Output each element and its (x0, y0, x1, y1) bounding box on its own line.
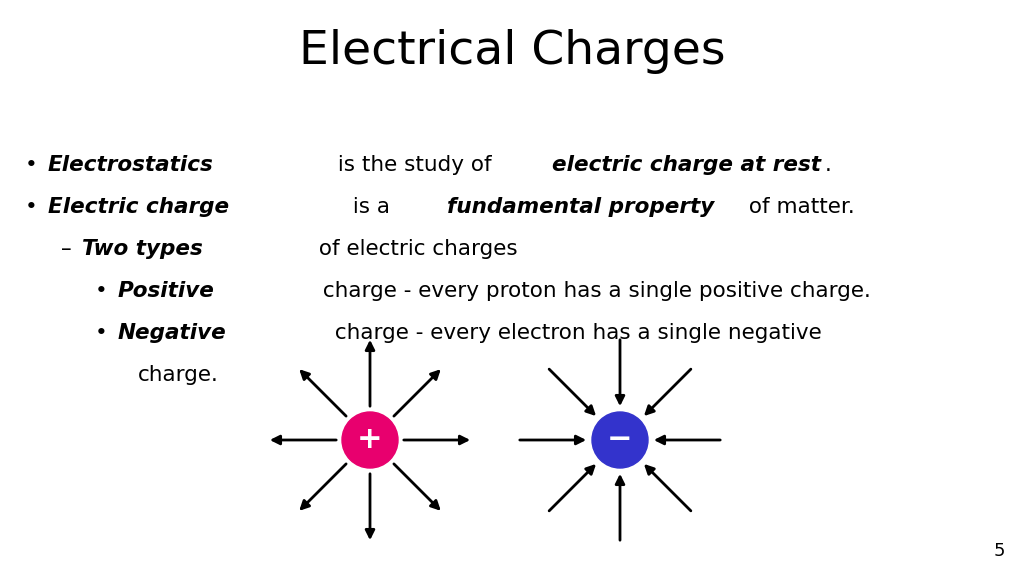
Text: −: − (607, 426, 633, 454)
Text: .: . (824, 155, 831, 175)
Text: is a: is a (346, 197, 397, 217)
Text: –: – (61, 239, 72, 259)
Text: of electric charges: of electric charges (312, 239, 518, 259)
Text: Electrostatics: Electrostatics (48, 155, 214, 175)
Text: fundamental property: fundamental property (447, 197, 715, 217)
Text: •: • (95, 281, 108, 301)
Text: +: + (357, 426, 383, 454)
Ellipse shape (342, 412, 398, 468)
Text: electric charge at rest: electric charge at rest (552, 155, 821, 175)
Text: Negative: Negative (118, 323, 226, 343)
Text: 5: 5 (993, 542, 1005, 560)
Text: •: • (95, 323, 108, 343)
Text: Electric charge: Electric charge (48, 197, 229, 217)
Text: •: • (26, 197, 38, 217)
Text: of matter.: of matter. (742, 197, 855, 217)
Text: is the study of: is the study of (331, 155, 499, 175)
Text: •: • (26, 155, 38, 175)
Text: charge.: charge. (138, 365, 219, 385)
Text: charge - every proton has a single positive charge.: charge - every proton has a single posit… (316, 281, 871, 301)
Ellipse shape (592, 412, 648, 468)
Text: charge - every electron has a single negative: charge - every electron has a single neg… (329, 323, 822, 343)
Text: Two types: Two types (82, 239, 203, 259)
Text: Electrical Charges: Electrical Charges (299, 29, 725, 74)
Text: Positive: Positive (118, 281, 215, 301)
